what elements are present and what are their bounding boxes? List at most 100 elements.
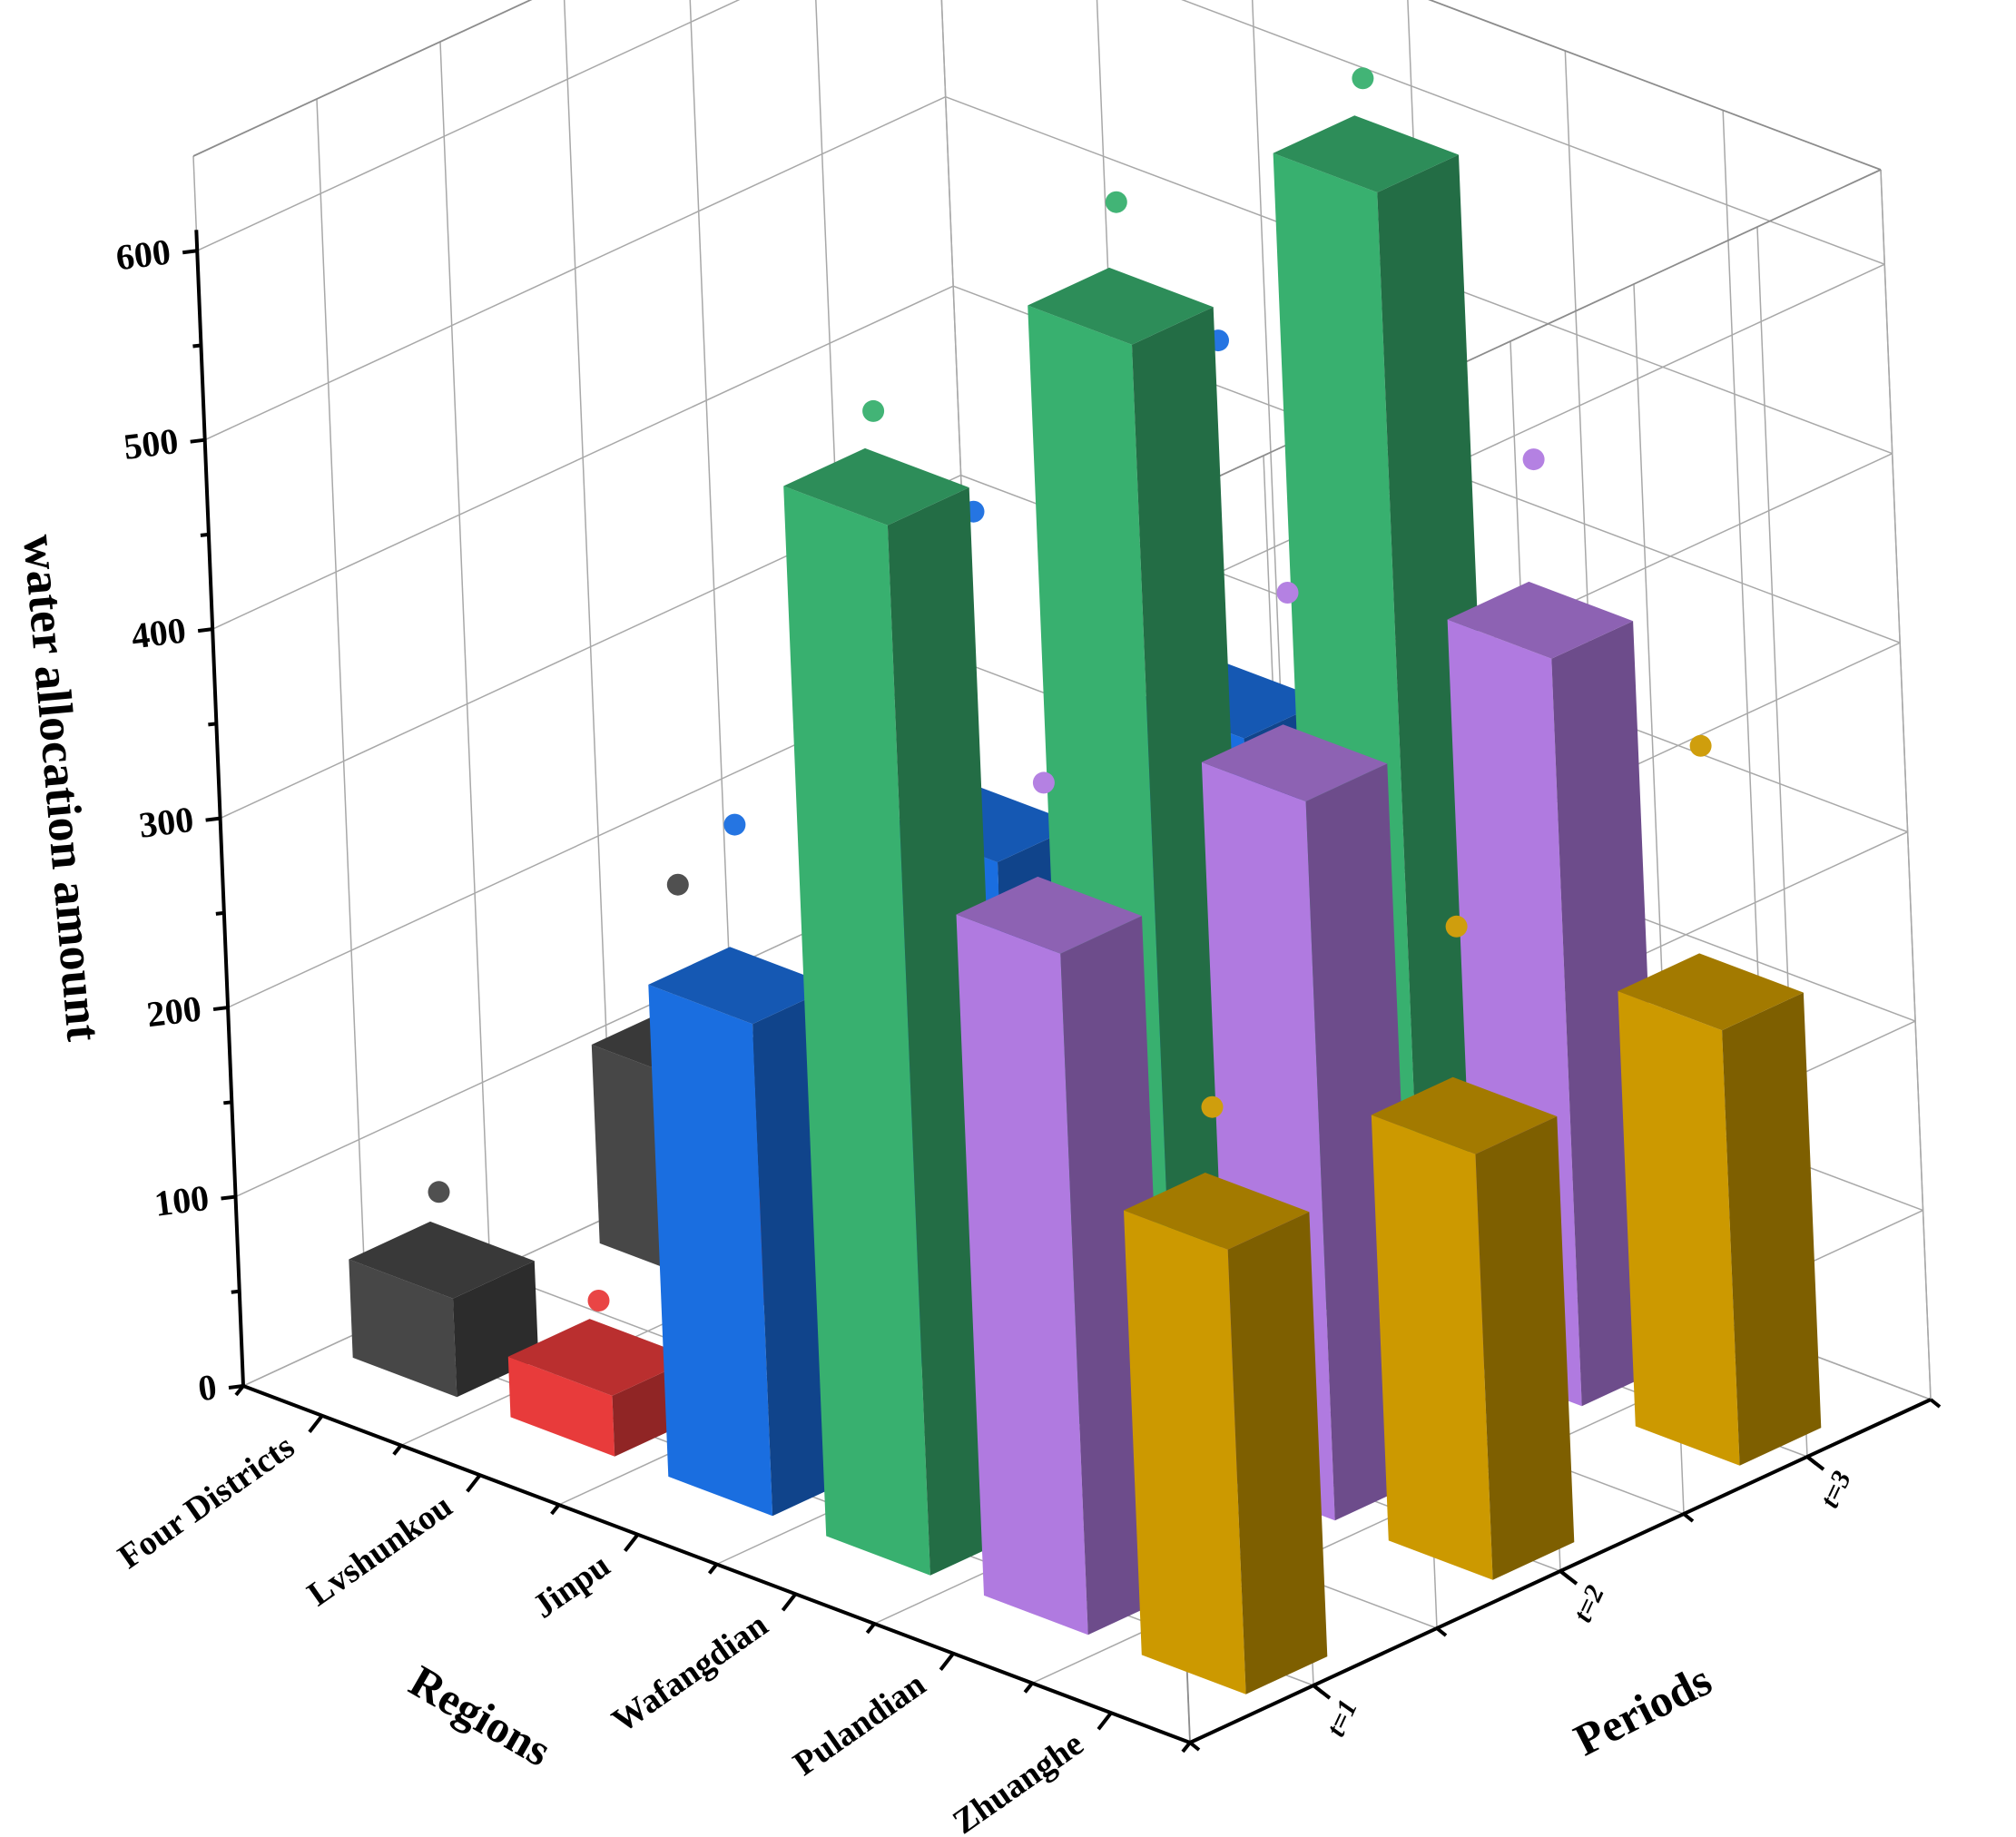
gridline-right-wall-vertical	[1880, 169, 1932, 1400]
bar-top-face	[1124, 1173, 1310, 1250]
region-tick	[1097, 1712, 1113, 1731]
bar-side-face	[1722, 992, 1822, 1466]
region-minor-tick	[1181, 1741, 1192, 1754]
bar-top-face	[783, 447, 969, 526]
z-tick	[212, 1006, 229, 1012]
region-tick-label: Jinpu	[526, 1547, 616, 1626]
region-axis-title: Regions	[401, 1655, 560, 1776]
z-axis-title: water allocation amount	[13, 532, 112, 1043]
period-minor-tick	[1188, 1741, 1201, 1752]
point-jinpu-t=1	[723, 813, 746, 836]
axes-layer	[182, 230, 1942, 1754]
period-minor-tick	[1559, 1569, 1571, 1580]
frame-top-left	[192, 0, 533, 157]
region-tick	[466, 1474, 482, 1493]
region-minor-tick	[707, 1563, 719, 1575]
frame-top-right	[1139, 169, 1882, 514]
bar-zhuanghe-t=2	[1371, 915, 1575, 1580]
region-tick	[781, 1593, 797, 1612]
region-minor-tick	[234, 1384, 245, 1397]
region-tick-label: Four Districts	[112, 1428, 301, 1577]
bar-zhuanghe-t=3	[1618, 734, 1822, 1466]
bar-front-face	[783, 486, 930, 1576]
gridline-left-wall-vertical	[439, 41, 491, 1272]
gridline-left-wall-vertical	[563, 0, 615, 1215]
z-tick-label: 0	[196, 1366, 219, 1409]
region-minor-tick	[1023, 1682, 1034, 1694]
bar-top-face	[1028, 267, 1214, 345]
bar-zhuanghe-t=1	[1124, 1095, 1328, 1695]
bar-front-face	[648, 984, 773, 1517]
z-tick	[197, 627, 213, 634]
z-minor-tick	[192, 343, 202, 349]
bar-top-face	[956, 876, 1142, 954]
region-tick	[624, 1533, 640, 1552]
bar-front-face	[956, 914, 1088, 1636]
bar-top-face	[1447, 581, 1634, 659]
bar-front-face	[349, 1259, 457, 1398]
period-minor-tick	[1805, 1455, 1818, 1466]
point-wafangdian-t=2	[1105, 191, 1127, 213]
region-tick-label: Zhuanghe	[946, 1724, 1090, 1837]
bar-front-face	[507, 1356, 615, 1457]
z-tick-label: 200	[144, 987, 203, 1035]
bar-front-face	[1124, 1210, 1246, 1695]
point-pulandian-t=3	[1522, 448, 1545, 471]
period-minor-tick	[1312, 1684, 1324, 1695]
period-axis-title: Periods	[1566, 1654, 1719, 1765]
bar-top-face	[1273, 115, 1459, 192]
point-zhuanghe-t=2	[1445, 915, 1468, 938]
bar-top-face	[507, 1319, 694, 1396]
point-wafangdian-t=1	[862, 399, 885, 422]
period-tick-label: t=1	[1321, 1695, 1363, 1742]
z-minor-tick	[208, 722, 217, 727]
gridline-right-wall-horizontal	[1143, 263, 1885, 608]
point-wafangdian-t=3	[1352, 67, 1374, 90]
period-minor-tick	[1682, 1512, 1695, 1523]
bar-side-face	[1227, 1212, 1328, 1695]
point-pulandian-t=2	[1276, 582, 1299, 604]
bar-top-face	[648, 947, 834, 1025]
region-tick	[308, 1414, 324, 1433]
region-tick-label: Wafangdian	[605, 1606, 775, 1740]
z-tick	[205, 816, 221, 822]
z-tick-label: 600	[113, 231, 172, 278]
bar-top-face	[349, 1221, 535, 1299]
bar-top-face	[1201, 724, 1388, 801]
marks-layer	[349, 67, 1822, 1695]
gridline-back-wall-horizontal	[1181, 0, 1885, 265]
period-tick-label: t=2	[1568, 1581, 1610, 1627]
region-minor-tick	[550, 1503, 561, 1516]
point-four-districts-t=2	[666, 873, 689, 896]
z-tick	[221, 1194, 236, 1201]
region-minor-tick	[392, 1444, 403, 1456]
bar-top-face	[1618, 953, 1804, 1031]
bar-top-face	[1371, 1076, 1558, 1154]
z-minor-tick	[223, 1100, 232, 1105]
z-tick-label: 300	[137, 799, 196, 846]
point-pulandian-t=1	[1032, 771, 1055, 794]
region-tick	[939, 1652, 955, 1671]
period-tick-label: t=3	[1814, 1467, 1857, 1513]
point-lvshunkou-t=1	[587, 1290, 610, 1311]
z-tick-label: 100	[152, 1177, 211, 1224]
region-tick-label: Pulandian	[787, 1665, 933, 1783]
gridline-left-wall-horizontal	[196, 0, 741, 251]
region-tick-label: Lvshunkou	[300, 1487, 459, 1614]
z-minor-tick	[215, 910, 225, 916]
z-axis-line	[194, 230, 245, 1387]
point-zhuanghe-t=1	[1201, 1095, 1224, 1118]
point-zhuanghe-t=3	[1689, 734, 1712, 757]
period-minor-tick	[1929, 1398, 1942, 1409]
region-minor-tick	[865, 1622, 876, 1635]
z-tick-label: 400	[129, 609, 188, 656]
z-tick-label: 500	[122, 420, 181, 467]
period-minor-tick	[1435, 1626, 1448, 1637]
z-tick	[190, 437, 205, 444]
bar-side-face	[1475, 1116, 1575, 1580]
bar-front-face	[1618, 991, 1740, 1466]
bar-front-face	[1371, 1115, 1493, 1580]
z-tick	[182, 249, 198, 255]
